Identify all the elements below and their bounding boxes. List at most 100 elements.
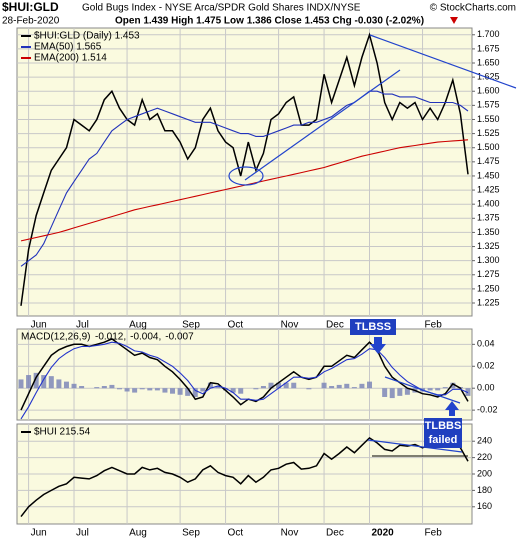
y-tick-label: 0.04 <box>477 339 495 349</box>
x-tick-label: Jun <box>31 528 47 539</box>
histogram-bar <box>139 388 145 390</box>
y-tick-label: 180 <box>477 485 492 495</box>
legend-title: MACD(12,26,9) <box>21 332 90 343</box>
x-tick-label: Aug <box>129 320 147 331</box>
series-line <box>20 32 469 306</box>
legend-entry: -0.012, <box>95 332 126 343</box>
quote: Open 1.439 High 1.475 Low 1.386 Close 1.… <box>115 16 424 27</box>
y-tick-label: 0.00 <box>477 383 495 393</box>
histogram-bar <box>336 384 342 389</box>
x-tick-label: Nov <box>281 320 299 331</box>
histogram-bar <box>367 381 373 389</box>
symbol: $HUI:GLD <box>2 0 59 14</box>
y-tick-label: 1.300 <box>477 255 500 265</box>
histogram-bar <box>162 388 168 393</box>
header: $HUI:GLD Gold Bugs Index - NYSE Arca/SPD… <box>2 0 516 26</box>
y-tick-label: 1.500 <box>477 142 500 152</box>
histogram-bar <box>177 388 183 395</box>
y-tick-label: 220 <box>477 452 492 462</box>
histogram-bar <box>215 386 221 389</box>
legend-entry: -0.007 <box>165 332 194 343</box>
highlight <box>228 166 264 186</box>
x-tick-label: Nov <box>281 528 299 539</box>
y-tick-label: 1.675 <box>477 43 500 53</box>
legend-entry: -0.004, <box>130 332 161 343</box>
histogram-bar <box>94 387 100 389</box>
series-line <box>20 436 469 518</box>
histogram-bar <box>41 375 47 389</box>
y-tick-label: 1.250 <box>477 283 500 293</box>
panel <box>16 328 473 421</box>
y-tick-label: 1.400 <box>477 199 500 209</box>
legend-entry: EMA(200) 1.514 <box>34 53 107 64</box>
x-tick-label: Dec <box>326 320 344 331</box>
series-line <box>20 338 469 411</box>
histogram-bar <box>283 382 289 389</box>
histogram-bar <box>230 388 236 393</box>
x-tick-label: Dec <box>326 528 344 539</box>
trendline <box>369 34 517 89</box>
y-tick-label: 1.225 <box>477 297 500 307</box>
histogram-bar <box>33 372 39 389</box>
histogram-bar <box>442 387 448 389</box>
y-tick-label: 1.625 <box>477 72 500 82</box>
legend-entry: EMA(50) 1.565 <box>34 42 102 53</box>
histogram-bar <box>63 381 69 389</box>
y-tick-label: 1.375 <box>477 213 500 223</box>
histogram-bar <box>101 386 107 389</box>
histogram-bar <box>276 382 282 389</box>
histogram-bar <box>223 388 229 391</box>
arrow <box>445 401 459 416</box>
y-tick-label: 240 <box>477 436 492 446</box>
y-tick-label: 200 <box>477 468 492 478</box>
y-tick-label: 160 <box>477 501 492 511</box>
annotation-box <box>424 418 462 448</box>
histogram-bar <box>147 388 153 391</box>
x-tick-label: Oct <box>228 528 244 539</box>
y-tick-label: 1.450 <box>477 170 500 180</box>
legend-entry: $HUI 215.54 <box>34 427 91 438</box>
x-tick-label: Feb <box>425 320 443 331</box>
x-tick-label: Sep <box>182 528 200 539</box>
histogram-bar <box>238 388 244 394</box>
panel <box>16 27 473 317</box>
histogram-bar <box>109 384 115 389</box>
histogram-bar <box>207 382 213 389</box>
trendline <box>244 69 401 181</box>
histogram-bar <box>321 382 327 389</box>
histogram-bar <box>253 388 259 390</box>
credit: © StockCharts.com <box>430 3 516 14</box>
y-tick-label: 1.600 <box>477 86 500 96</box>
histogram-bar <box>56 379 62 389</box>
y-tick-label: 1.275 <box>477 269 500 279</box>
x-tick-label: Jun <box>31 320 47 331</box>
histogram-bar <box>435 388 441 391</box>
histogram-bar <box>268 382 274 389</box>
histogram-bar <box>427 388 433 391</box>
y-tick-label: 1.550 <box>477 114 500 124</box>
y-tick-label: -0.02 <box>477 405 498 415</box>
histogram-bar <box>351 387 357 389</box>
histogram-bar <box>154 388 160 391</box>
histogram-bar <box>382 388 388 397</box>
histogram-bar <box>192 388 198 397</box>
annotation: TLBBS <box>425 420 462 432</box>
trendline <box>384 376 461 404</box>
histogram-bar <box>132 388 138 393</box>
annotation-box <box>350 319 396 335</box>
change-marker <box>450 17 458 24</box>
histogram-bar <box>359 383 365 389</box>
trendline <box>367 439 463 453</box>
y-tick-label: 1.325 <box>477 241 500 251</box>
annotation: TLBSS <box>355 321 391 333</box>
x-tick-label: Jul <box>76 320 89 331</box>
x-tick-label: Sep <box>182 320 200 331</box>
histogram-bar <box>291 382 297 389</box>
date: 28-Feb-2020 <box>2 16 60 27</box>
description: Gold Bugs Index - NYSE Arca/SPDR Gold Sh… <box>82 3 361 14</box>
series-line <box>20 90 469 267</box>
histogram-bar <box>18 379 24 389</box>
histogram-bar <box>389 388 395 399</box>
